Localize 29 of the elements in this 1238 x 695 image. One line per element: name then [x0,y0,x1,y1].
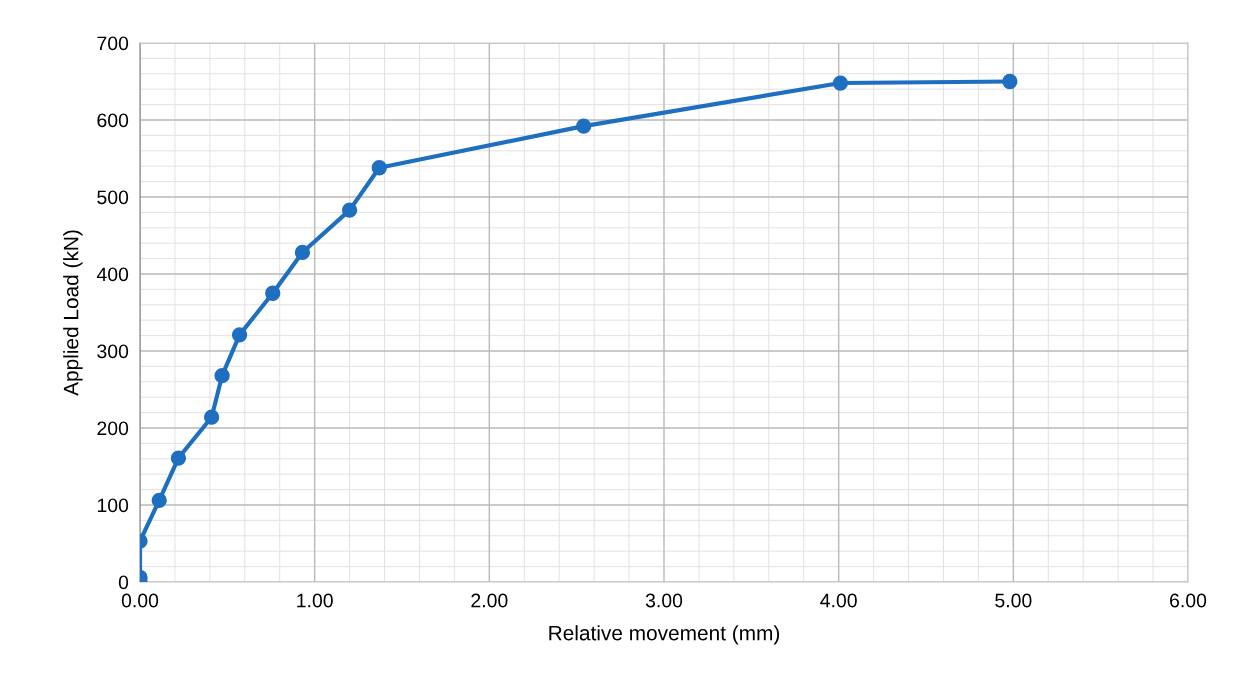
point [576,118,592,134]
x-axis-title: Relative movement (mm) [549,625,780,645]
y-tick-label: 300 [97,344,129,359]
point [294,244,311,261]
y-tick-label: 0 [118,575,129,590]
y-tick-label: 400 [96,267,129,282]
x-tick-label: 4.00 [820,593,857,608]
y-tick-label: 200 [97,421,129,436]
y-axis-title: Applied Load (kN) [63,230,83,396]
point [214,368,230,384]
point [371,160,387,176]
point [832,75,849,91]
y-tick-label: 500 [97,190,129,205]
point [265,285,281,301]
x-tick-label: 1.00 [297,593,333,608]
y-tick-label: 100 [97,498,129,513]
point [231,327,248,343]
point [151,492,167,509]
point [170,450,187,466]
x-tick-label: 6.00 [1170,593,1207,608]
x-tick-label: 3.00 [645,593,683,608]
y-tick-label: 600 [97,113,129,128]
x-tick-label: 0.00 [121,593,159,608]
x-tick-label: 5.00 [995,593,1032,608]
y-tick-label: 700 [97,36,129,51]
point [1002,73,1018,90]
x-tick-label: 2.00 [471,593,508,608]
point [341,202,358,218]
point [203,409,220,425]
